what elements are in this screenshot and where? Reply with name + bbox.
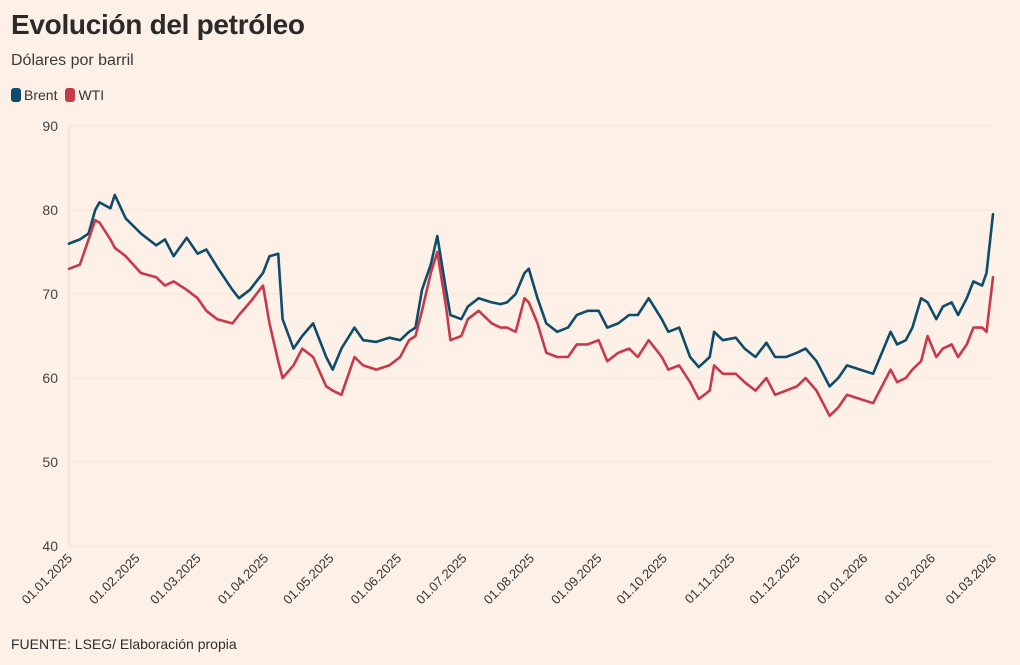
x-tick-label: 01.10.2025 [613, 551, 670, 608]
legend-label-wti: WTI [78, 87, 105, 103]
x-tick-label: 01.02.2025 [86, 551, 143, 608]
y-tick-label: 40 [42, 538, 58, 554]
x-tick-label: 01.01.2026 [814, 551, 871, 608]
series-line-wti [67, 218, 995, 418]
y-tick-label: 80 [42, 202, 58, 218]
chart-title: Evolución del petróleo [11, 9, 305, 40]
legend-item-brent: Brent [11, 87, 57, 103]
x-tick-label: 01.09.2025 [548, 551, 605, 608]
chart-legend: Brent WTI [11, 87, 104, 103]
y-tick-label: 60 [42, 370, 58, 386]
y-tick-label: 70 [42, 286, 58, 302]
x-tick-label: 01.07.2025 [413, 551, 470, 608]
y-tick-label: 50 [42, 454, 58, 470]
chart-subtitle: Dólares por barril [11, 52, 134, 69]
x-tick-label: 01.05.2025 [280, 551, 337, 608]
x-tick-label: 01.04.2025 [215, 551, 272, 608]
grid-layer [69, 125, 993, 547]
y-tick-label: 90 [42, 118, 58, 134]
x-tick-label: 01.08.2025 [480, 551, 537, 608]
x-tick-label: 01.03.2025 [147, 551, 204, 608]
series-layer [67, 193, 995, 418]
x-tick-label: 01.12.2025 [746, 551, 803, 608]
x-tick-label: 01.01.2025 [18, 551, 75, 608]
x-tick-label: 01.03.2026 [942, 551, 999, 608]
x-tick-label: 01.02.2026 [881, 551, 938, 608]
legend-swatch-brent [11, 88, 21, 102]
legend-swatch-wti [65, 88, 76, 102]
source-note: FUENTE: LSEG/ Elaboración propia [11, 636, 237, 652]
x-tick-label: 01.06.2025 [348, 551, 405, 608]
series-line-brent [67, 193, 995, 388]
legend-item-wti: WTI [65, 87, 104, 103]
x-tick-label: 01.11.2025 [682, 551, 738, 607]
legend-label-brent: Brent [24, 87, 58, 103]
